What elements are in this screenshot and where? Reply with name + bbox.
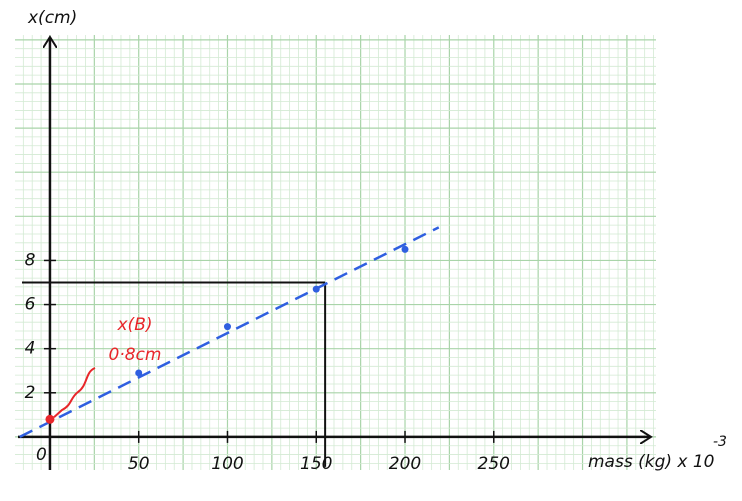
origin-label: 0 xyxy=(36,445,47,465)
data-point xyxy=(223,323,231,331)
x-tick-label: 200 xyxy=(389,454,421,474)
annotation-text: x(B) xyxy=(117,315,153,335)
data-point xyxy=(312,285,320,293)
data-point xyxy=(135,369,143,377)
y-axis-label: x(cm) xyxy=(27,8,77,28)
y-tick-label: 2 xyxy=(25,383,36,403)
annotation-text: 0·8cm xyxy=(109,345,162,365)
x-tick-label: 250 xyxy=(478,454,510,474)
x-axis-label: mass (kg) x 10 xyxy=(588,452,715,472)
x-tick-label: 150 xyxy=(300,454,332,474)
y-tick-label: 8 xyxy=(25,250,36,270)
x-tick-label: 50 xyxy=(128,454,150,474)
x-axis-exponent: -3 xyxy=(713,434,727,450)
y-tick-label: 4 xyxy=(25,339,36,359)
data-point xyxy=(401,245,409,253)
fit-line xyxy=(19,226,440,439)
annotation-pointer xyxy=(53,367,96,419)
x-tick-label: 100 xyxy=(211,454,243,474)
data-point xyxy=(45,414,55,424)
y-tick-label: 6 xyxy=(25,295,36,315)
